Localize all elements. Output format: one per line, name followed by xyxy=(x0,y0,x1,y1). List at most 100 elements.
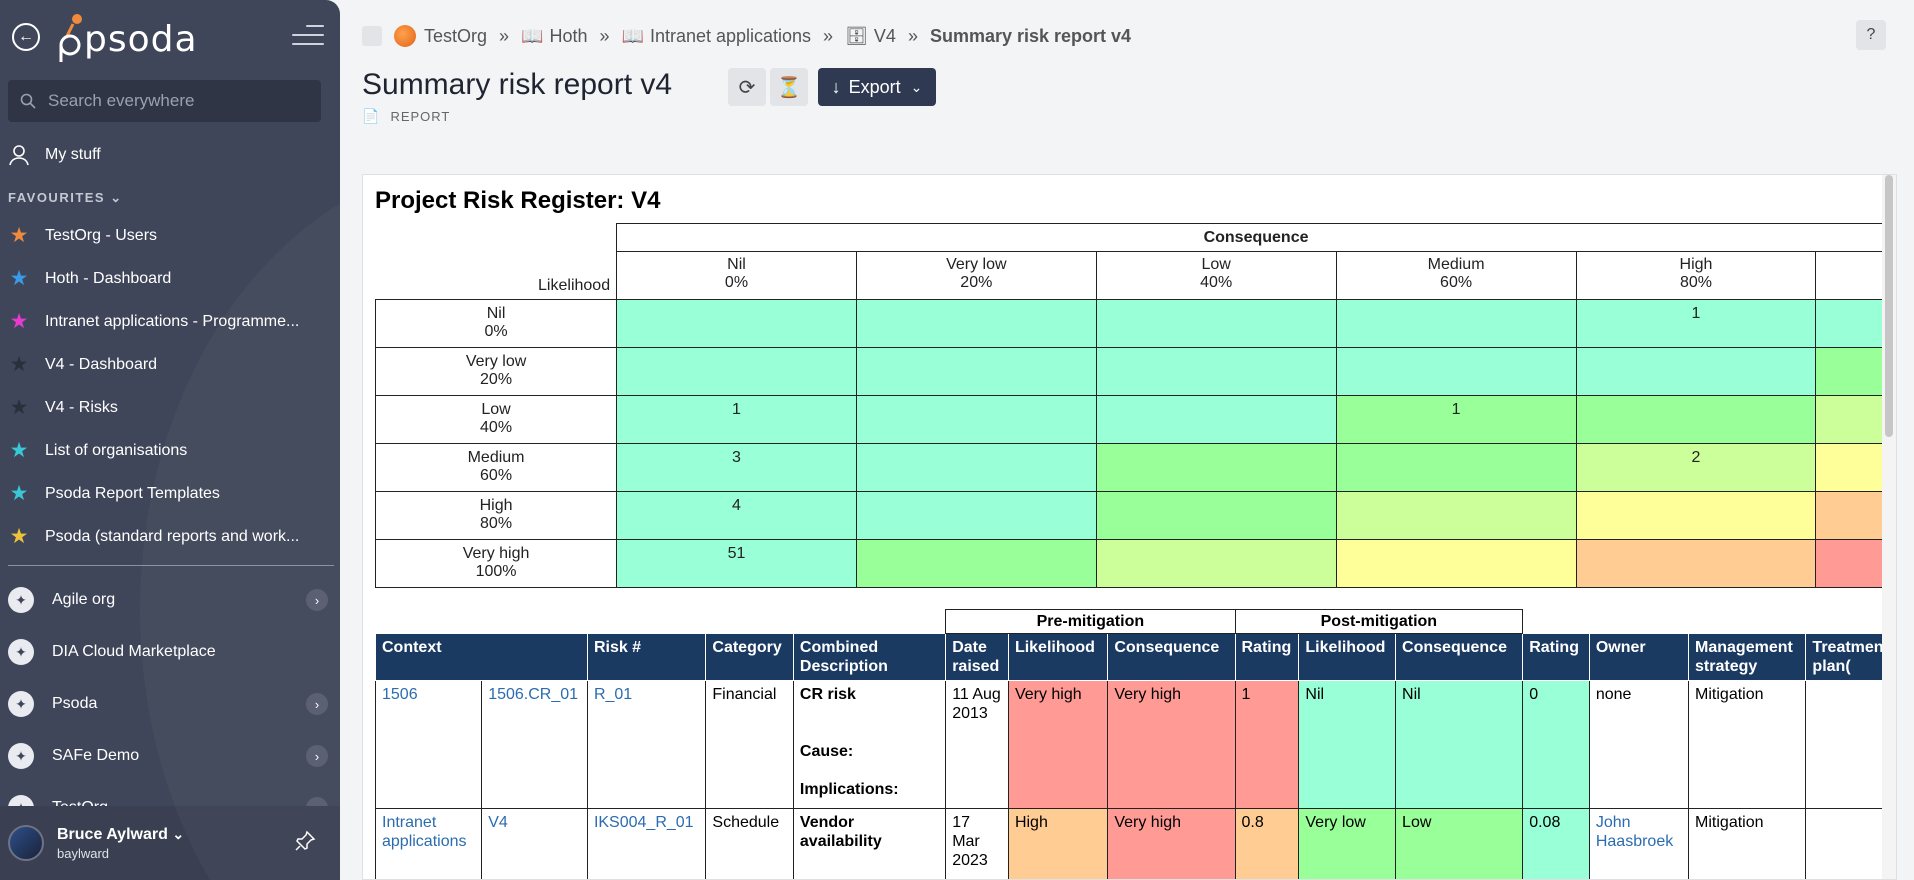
org-item[interactable]: ✦ SAFe Demo › xyxy=(0,730,340,782)
matrix-cell[interactable] xyxy=(855,395,1097,444)
matrix-cell[interactable]: 1 xyxy=(1575,299,1817,348)
favourite-item[interactable]: ★ Hoth - Dashboard xyxy=(0,257,340,300)
matrix-cell[interactable] xyxy=(1095,491,1337,540)
row-pct: 0% xyxy=(484,323,508,340)
matrix-cell[interactable] xyxy=(1095,299,1337,348)
matrix-cell[interactable] xyxy=(1575,539,1817,588)
matrix-cell[interactable] xyxy=(1335,491,1577,540)
scrollbar[interactable] xyxy=(1882,175,1896,879)
row-pct: 60% xyxy=(480,467,513,484)
column-header[interactable]: Risk # xyxy=(586,633,707,681)
matrix-cell[interactable]: 4 xyxy=(616,491,857,540)
my-stuff-nav: My stuff xyxy=(0,133,340,176)
favourite-item[interactable]: ★ Psoda (standard reports and work... xyxy=(0,515,340,558)
matrix-cell[interactable] xyxy=(1095,347,1337,396)
breadcrumb-org[interactable]: TestOrg xyxy=(424,25,488,46)
search-box[interactable] xyxy=(8,80,321,122)
favourites-heading[interactable]: FAVOURITES ⌄ xyxy=(8,190,123,206)
avatar[interactable] xyxy=(8,825,44,861)
back-icon[interactable]: ← xyxy=(12,23,40,51)
search-input[interactable] xyxy=(48,91,308,111)
org-item[interactable]: ✦ Agile org › xyxy=(0,574,340,626)
matrix-cell[interactable]: 51 xyxy=(616,539,857,588)
column-header[interactable]: Rating xyxy=(1234,633,1300,681)
scrollbar-thumb[interactable] xyxy=(1885,175,1893,437)
refresh-button[interactable]: ⟳ xyxy=(728,68,766,106)
context-link[interactable]: 1506 xyxy=(382,686,418,703)
matrix-cell[interactable]: 1 xyxy=(616,395,857,444)
chevron-right-icon[interactable]: › xyxy=(306,589,328,611)
favourite-label: Hoth - Dashboard xyxy=(45,269,172,287)
context-link[interactable]: V4 xyxy=(488,814,508,831)
matrix-cell[interactable] xyxy=(1095,539,1337,588)
matrix-cell[interactable] xyxy=(1335,443,1577,492)
help-button[interactable]: ? xyxy=(1856,20,1886,50)
user-icon xyxy=(8,144,30,166)
column-header[interactable]: Likelihood xyxy=(1298,633,1397,681)
column-header[interactable]: Consequence xyxy=(1395,633,1524,681)
favourite-item[interactable]: ★ TestOrg - Users xyxy=(0,214,340,257)
export-button[interactable]: ↓ Export ⌄ xyxy=(818,68,936,106)
select-checkbox[interactable] xyxy=(362,26,382,46)
matrix-cell[interactable] xyxy=(1575,347,1817,396)
breadcrumb-item-hoth[interactable]: Hoth xyxy=(549,25,588,46)
owner-link[interactable]: John Haasbroek xyxy=(1595,814,1674,850)
favourite-item[interactable]: ★ Psoda Report Templates xyxy=(0,472,340,515)
column-header[interactable]: Date raised xyxy=(945,633,1009,681)
user-panel[interactable]: Bruce Aylward ⌄ baylward xyxy=(0,806,340,880)
breadcrumb-separator: » xyxy=(499,25,510,46)
context-link[interactable]: 1506.CR_01 xyxy=(488,686,579,703)
my-stuff-link[interactable]: My stuff xyxy=(0,133,340,176)
matrix-cell[interactable]: 2 xyxy=(1575,443,1817,492)
column-header[interactable]: Combined Description xyxy=(792,633,947,681)
column-pct: 40% xyxy=(1200,274,1233,291)
psoda-logo[interactable]: psoda xyxy=(56,12,198,62)
matrix-cell[interactable] xyxy=(855,299,1097,348)
favourite-item[interactable]: ★ V4 - Dashboard xyxy=(0,343,340,386)
org-item[interactable]: ✦ Psoda › xyxy=(0,678,340,730)
matrix-cell[interactable] xyxy=(616,299,857,348)
matrix-cell[interactable] xyxy=(855,347,1097,396)
risk-link[interactable]: R_01 xyxy=(593,686,633,703)
column-header[interactable]: Management strategy xyxy=(1688,633,1807,681)
matrix-cell[interactable] xyxy=(1335,299,1577,348)
matrix-cell[interactable] xyxy=(855,539,1097,588)
matrix-cell[interactable] xyxy=(1335,539,1577,588)
column-header[interactable]: Context xyxy=(375,633,588,681)
breadcrumb-item-v4[interactable]: V4 xyxy=(873,25,896,46)
matrix-cell[interactable] xyxy=(855,443,1097,492)
matrix-cell[interactable] xyxy=(1095,395,1337,444)
post-rating-cell: 0 xyxy=(1522,680,1590,809)
matrix-cell[interactable]: 3 xyxy=(616,443,857,492)
risk-link[interactable]: IKS004_R_01 xyxy=(593,814,694,831)
column-header[interactable]: Likelihood xyxy=(1007,633,1109,681)
context-link[interactable]: Intranet applications xyxy=(382,814,467,850)
favourite-item[interactable]: ★ V4 - Risks xyxy=(0,386,340,429)
breadcrumb-item-programme[interactable]: Intranet applications xyxy=(649,25,812,46)
chevron-right-icon[interactable]: › xyxy=(306,745,328,767)
user-username: baylward xyxy=(57,845,110,861)
favourite-item[interactable]: ★ List of organisations xyxy=(0,429,340,472)
chevron-right-icon[interactable]: › xyxy=(306,693,328,715)
column-header[interactable]: Treatment plan( xyxy=(1805,633,1896,681)
collapse-menu-icon[interactable] xyxy=(292,25,324,47)
org-item[interactable]: ✦ DIA Cloud Marketplace xyxy=(0,626,340,678)
date-cell: 11 Aug 2013 xyxy=(945,680,1009,809)
matrix-cell[interactable] xyxy=(1095,443,1337,492)
column-header[interactable]: Consequence xyxy=(1107,633,1236,681)
column-header[interactable]: Rating xyxy=(1522,633,1590,681)
breadcrumb-separator: » xyxy=(907,25,918,46)
matrix-cell[interactable] xyxy=(1335,347,1577,396)
column-header[interactable]: Category xyxy=(705,633,794,681)
column-header[interactable]: Owner xyxy=(1588,633,1690,681)
download-button[interactable]: ⏳ xyxy=(770,68,808,106)
matrix-cell[interactable] xyxy=(1575,491,1817,540)
table-row: Intranet applications V4 IKS004_R_01 Schedu… xyxy=(374,808,1896,879)
matrix-cell[interactable] xyxy=(1575,395,1817,444)
matrix-cell[interactable]: 1 xyxy=(1335,395,1577,444)
pin-icon[interactable] xyxy=(294,830,316,858)
favourite-item[interactable]: ★ Intranet applications - Programme... xyxy=(0,300,340,343)
matrix-cell[interactable] xyxy=(855,491,1097,540)
matrix-cell[interactable] xyxy=(616,347,857,396)
owner-cell: none xyxy=(1588,680,1690,809)
